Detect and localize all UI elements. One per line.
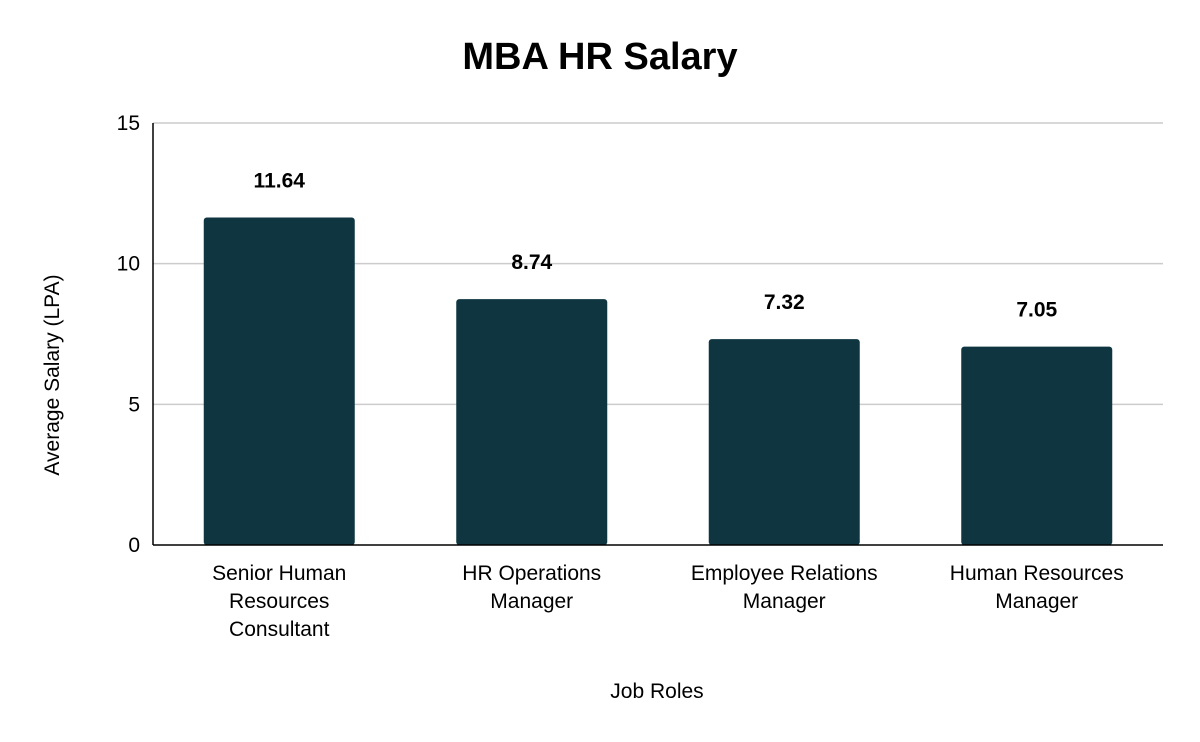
x-category-label-line: Human Resources	[950, 562, 1124, 585]
x-category-label-line: Manager	[490, 590, 573, 613]
data-label: 7.32	[764, 291, 805, 314]
axes	[152, 123, 1163, 546]
bars	[203, 217, 1113, 545]
x-category-label-line: Manager	[995, 590, 1078, 613]
y-tick-label: 10	[117, 253, 140, 276]
x-category-label: Employee Relations Manager	[691, 562, 878, 613]
data-label: 7.05	[1016, 299, 1057, 322]
y-tick-label: 5	[128, 393, 140, 416]
x-category-label-line: Consultant	[229, 618, 330, 641]
y-tick-label: 0	[128, 534, 140, 557]
x-category-label: HR Operations Manager	[462, 562, 601, 613]
bar	[203, 217, 355, 545]
x-category-label-line: Senior Human	[212, 562, 346, 585]
x-category-label-line: Resources	[229, 590, 329, 613]
data-label: 8.74	[511, 251, 552, 274]
data-label: 11.64	[254, 170, 306, 193]
x-category-label-line: Manager	[743, 590, 826, 613]
y-axis-title: Average Salary (LPA)	[41, 274, 64, 475]
x-category-label: Senior Human Resources Consultant	[212, 562, 346, 641]
x-axis-title: Job Roles	[610, 680, 703, 703]
bar	[961, 346, 1113, 545]
x-category-label-line: HR Operations	[462, 562, 601, 585]
x-category-label-line: Employee Relations	[691, 562, 878, 585]
bar	[456, 299, 608, 545]
x-category-label: Human Resources Manager	[950, 562, 1124, 613]
chart-title: MBA HR Salary	[462, 36, 738, 78]
labels: 0 5 10 15 11.64 Senior Human Resources Consulta…	[117, 112, 1124, 641]
bar	[708, 339, 860, 545]
y-tick-label: 15	[117, 112, 140, 135]
